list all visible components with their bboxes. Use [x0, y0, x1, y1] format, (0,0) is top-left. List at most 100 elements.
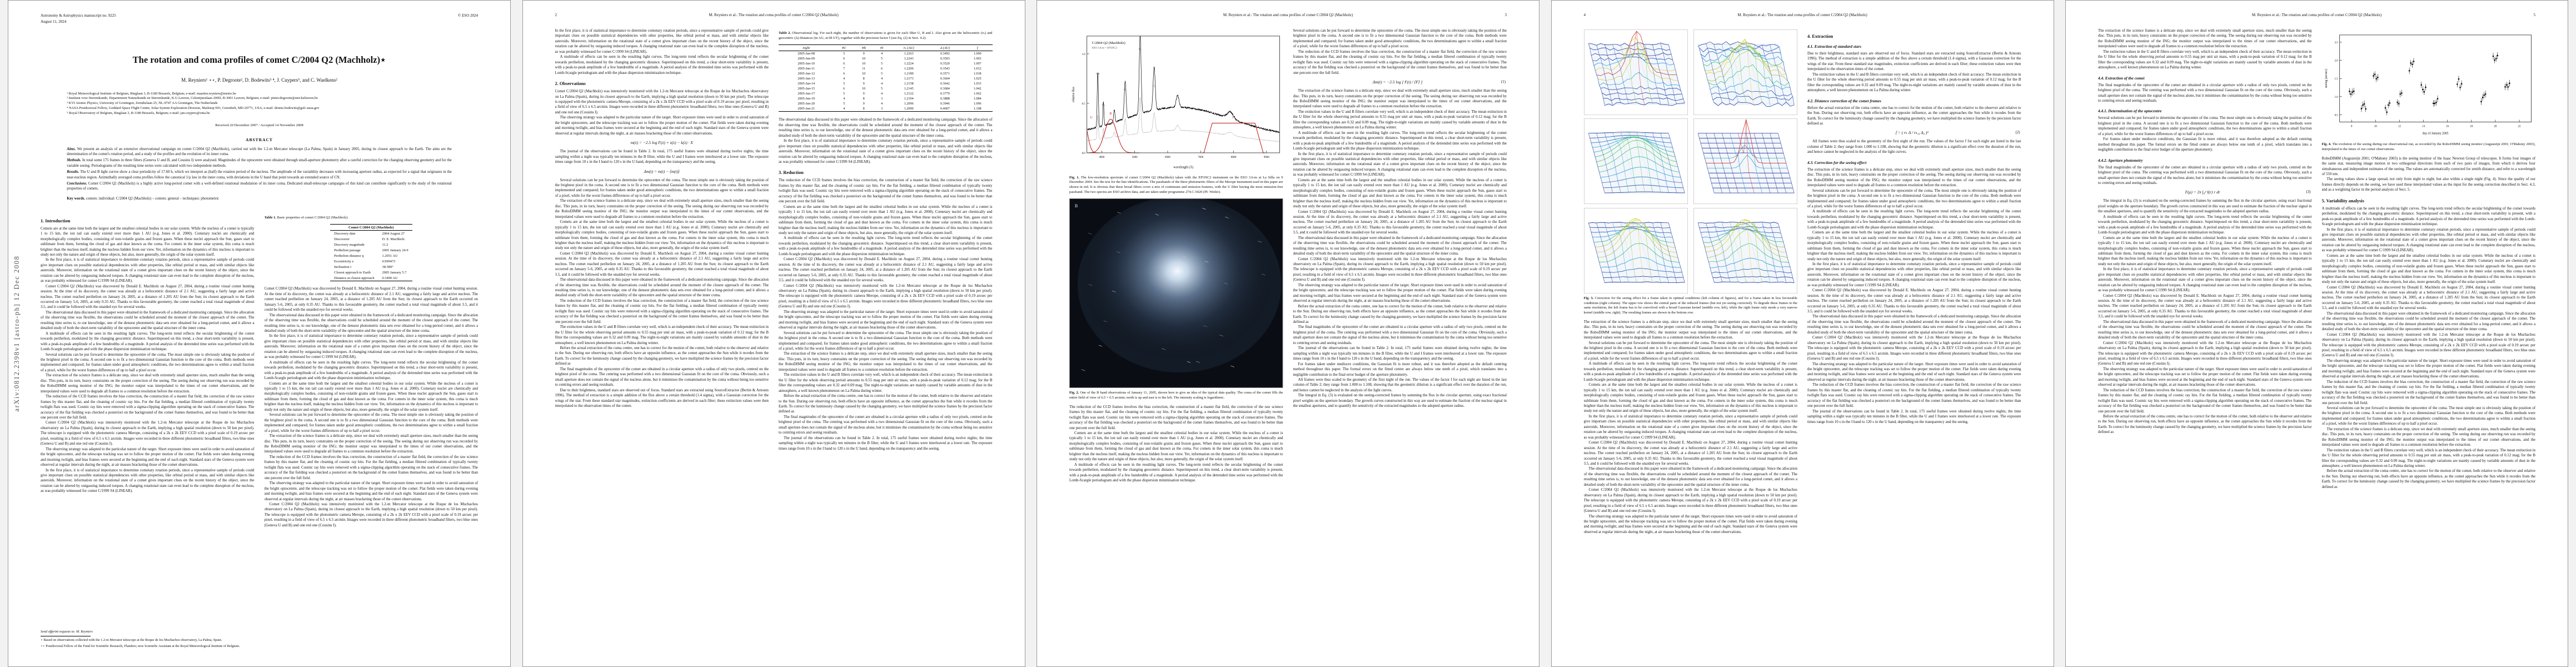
body-paragraph: Comet C/2004 Q2 (Machholz) was discovere… — [264, 287, 479, 312]
abstract-paragraph: Aims. We present an analysis of an exten… — [67, 147, 452, 157]
body-paragraph: Comets are at the same time both the lar… — [2321, 253, 2536, 285]
page3-col-left: 4000 5000 6000 7000 8000 9000 0.0 0.5 1.0 wavelen… — [1069, 28, 1283, 650]
body-paragraph: Several solutions can be put forward to … — [2098, 116, 2312, 136]
body-paragraph: The final magnitudes of the optocentre o… — [1293, 325, 1507, 345]
svg-text:relative flux: relative flux — [1072, 87, 1075, 102]
page-1: arXiv:0812.2398v1 [astro-ph] 12 Dec 2008… — [8, 0, 511, 667]
body-paragraph: In the first place, it is of statistical… — [2098, 267, 2312, 293]
svg-text:I: I — [1232, 116, 1233, 120]
body-paragraph: The integral in Eq. (3) is evaluated on … — [2098, 199, 2312, 214]
body-paragraph: Comet C/2004 Q2 (Machholz) was intensive… — [2098, 341, 2312, 366]
body-paragraph: The final magnitudes of the optocentre o… — [2098, 83, 2312, 103]
affiliation: ³ KVI Atomic Physics, University of Gron… — [67, 101, 218, 106]
mesh-grid — [1583, 29, 1798, 293]
table1: Comet C/2004 Q2 (Machholz) Discovery date… — [330, 224, 412, 282]
svg-text:day of January 2005: day of January 2005 — [2422, 131, 2448, 135]
body-paragraph: The reduction of the CCD frames involves… — [1807, 383, 2021, 409]
body-paragraph: The final magnitudes of the optocentre o… — [2098, 165, 2312, 185]
affiliations: ¹ Royal Meteorological Institute of Belg… — [67, 92, 452, 116]
keywords-lead: Key words. — [67, 196, 86, 201]
equation: Δm(t) = m(t) − ⟨m(t)⟩ — [644, 168, 680, 174]
svg-text:20: 20 — [2494, 125, 2497, 128]
body-paragraph: A multitude of effects can be seen in th… — [1293, 131, 1507, 151]
body-paragraph: A multitude of effects can be seen in th… — [555, 55, 769, 75]
body-paragraph: The observational data discussed in this… — [779, 118, 993, 138]
body-paragraph: The observational data discussed in this… — [1583, 467, 1798, 487]
body-paragraph: The observational data discussed in this… — [41, 310, 255, 331]
svg-text:16: 16 — [2446, 125, 2449, 128]
body-paragraph: The integral in Eq. (3) is evaluated on … — [1293, 394, 1507, 409]
body-paragraph: All frames were thus scaled to the geome… — [1807, 140, 2021, 155]
equation: F(ρ) = 2π ∫₀ᵖ I(r) r dr (3) — [2185, 190, 2311, 195]
body-paragraph: In the first place, it is of statistical… — [41, 258, 255, 283]
body-paragraph: A multitude of effects can be seen in th… — [2321, 206, 2536, 227]
svg-text:12: 12 — [2398, 125, 2401, 128]
body-paragraph: In the first place, it is of statistical… — [264, 334, 479, 360]
body-paragraph: The extinction values in the U and B fil… — [555, 325, 769, 345]
body-paragraph: Comet C/2004 Q2 (Machholz) was discovere… — [2098, 293, 2312, 319]
svg-text:7000: 7000 — [1198, 156, 1203, 159]
body-paragraph: The journal of the observations can be f… — [779, 436, 993, 451]
body-paragraph: Comet C/2004 Q2 (Machholz) was intensive… — [264, 502, 479, 527]
body-paragraph: The extinction values in the U and B fil… — [1293, 109, 1507, 130]
body-paragraph: Comet C/2004 Q2 (Machholz) was intensive… — [1583, 488, 1798, 514]
body-paragraph: Comet C/2004 Q2 (Machholz) was intensive… — [779, 283, 993, 309]
svg-text:0.5: 0.5 — [1082, 103, 1086, 106]
body-paragraph: Before the actual extraction of the coma… — [779, 394, 993, 414]
svg-text:2.5: 2.5 — [2334, 42, 2338, 44]
body-paragraph: The reduction of the CCD frames involves… — [1069, 405, 1283, 430]
svg-text:ESO 3.6-m + EFOSC2: ESO 3.6-m + EFOSC2 — [1092, 47, 1118, 50]
section-heading: 2. Observations — [555, 81, 586, 87]
body-paragraph: The observational data discussed in this… — [1807, 315, 2021, 335]
page4-col-left: Fig. 3. Correction for the seeing effect… — [1583, 28, 1798, 650]
figure-spectrum: 4000 5000 6000 7000 8000 9000 0.0 0.5 1.0 wavelen… — [1069, 29, 1283, 173]
manuscript-info: Astronomy & Astrophysics manuscript no. … — [41, 13, 116, 24]
manuscript-number: Astronomy & Astrophysics manuscript no. … — [41, 13, 116, 18]
page3-col-right: Several solutions can be put forward to … — [1293, 28, 1507, 650]
page-number: 2 — [555, 13, 557, 17]
body-paragraph: RoboDIMM (Augusteijn 2001; O'Mahony 2003… — [2321, 156, 2536, 176]
body-paragraph: Comet C/2004 Q2 (Machholz) was discovere… — [2321, 285, 2536, 311]
body-paragraph: Several solutions can be put forward to … — [1583, 341, 1798, 361]
body-paragraph: Several solutions can be put forward to … — [779, 331, 993, 351]
svg-text:10: 10 — [2374, 125, 2376, 128]
body-paragraph: A multitude of effects can be seen in th… — [779, 236, 993, 256]
body-paragraph: In the first place, it is of statistical… — [1807, 262, 2021, 287]
body-paragraph: Before the actual extraction of the coma… — [555, 346, 769, 366]
body-paragraph: The observing strategy was adapted to th… — [41, 447, 255, 467]
svg-text:22: 22 — [2518, 125, 2520, 128]
svg-text:C₂: C₂ — [1124, 88, 1127, 91]
svg-text:B: B — [1075, 203, 1078, 208]
body-paragraph: All frames were thus scaled to the geome… — [1293, 378, 1507, 392]
body-paragraph: The reduction of the CCD frames involves… — [555, 298, 769, 324]
page2-col-left: In the first place, it is of statistical… — [555, 28, 769, 650]
svg-text:5000: 5000 — [1132, 156, 1138, 159]
svg-text:2.0: 2.0 — [2334, 60, 2338, 63]
body-paragraph: Comet C/2004 Q2 (Machholz) was intensive… — [1807, 336, 2021, 361]
section-heading: 5. Variability analysis — [2321, 198, 2364, 203]
body-paragraph: Due to their brightness, standard stars … — [555, 388, 769, 408]
affiliation: ⁴ NASA Postdoctoral Fellow, Goddard Spac… — [67, 106, 320, 111]
body-paragraph: The extinction values in the U and B fil… — [2321, 448, 2536, 468]
body-paragraph: The extraction of the science frames is … — [2098, 29, 2312, 49]
manuscript-date: August 11, 2024 — [41, 19, 67, 24]
body-paragraph: Comet C/2004 Q2 (Machholz) was discovere… — [779, 257, 993, 283]
body-paragraph: Several solutions can be put forward to … — [1807, 188, 2021, 208]
page1-columns: 1. Introduction Comets are at the same ti… — [41, 213, 478, 650]
body-paragraph: The observing strategy was adapted to th… — [264, 481, 479, 501]
caption: Fig. 1. The low-resolution spectrum of c… — [1069, 175, 1283, 194]
footnote: ⋆ Based on observations collected with t… — [41, 638, 222, 643]
body-paragraph: Before the actual extraction of the coma… — [1807, 106, 2021, 126]
section-heading: 4.4.2. Aperture photometry — [2098, 157, 2143, 163]
abstract-lead: Conclusions. — [67, 181, 88, 186]
body-paragraph: Comets are at the same time both the lar… — [1807, 231, 2021, 261]
body-paragraph: In the first place, it is of statistical… — [41, 468, 255, 494]
body-paragraph: Before the actual extraction of the coma… — [2321, 469, 2536, 489]
page5-col-left: The extraction of the science frames is … — [2098, 28, 2312, 650]
body-paragraph: The seeing values show a large spread, n… — [2321, 177, 2536, 192]
running-header: 4 M. Reyniers et al.: The rotation and c… — [1584, 13, 2021, 19]
body-paragraph: The reduction of the CCD frames involves… — [2321, 380, 2536, 405]
body-paragraph: The observing strategy was adapted to th… — [1807, 362, 2021, 382]
eso-copyright: © ESO 2024 — [457, 13, 478, 18]
